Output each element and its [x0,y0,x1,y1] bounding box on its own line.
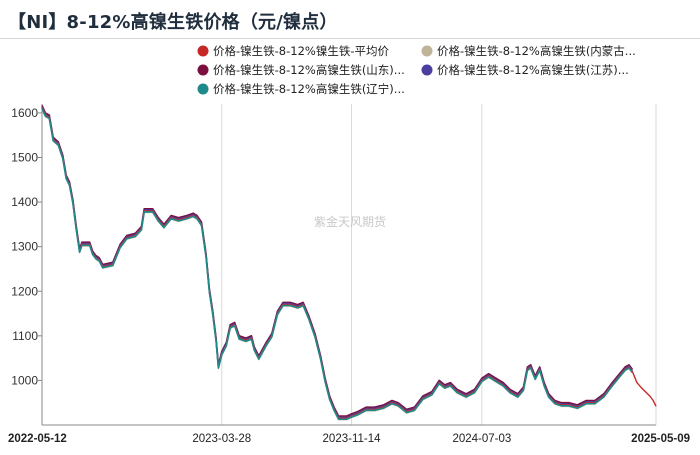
series-line-0 [41,107,633,419]
grid-lines [41,104,657,425]
legend-label-1: 价格-镍生铁-8-12%高镍生铁(内蒙古... [437,44,636,58]
y-tick-label-1300: 1300 [11,240,38,254]
x-tick-label-0: 2022-05-12 [8,433,67,445]
y-tick-label-1200: 1200 [11,284,38,298]
series-line-1 [41,108,634,421]
y-tick-label-1400: 1400 [11,195,38,209]
legend-marker-4 [197,83,209,95]
series-lines [41,104,657,421]
x-tick-label-3: 2024-07-03 [452,433,511,445]
legend-marker-3 [421,64,433,76]
legend-marker-2 [197,64,209,76]
legend-label-2: 价格-镍生铁-8-12%高镍生铁(山东)... [213,63,405,77]
watermark-text: 紫金天风期货 [314,214,386,229]
x-tick-label-4: 2025-05-09 [631,433,690,445]
series-line-0-tail [631,371,657,407]
series-line-4-overlay [41,108,633,420]
x-tick-label-1: 2023-03-28 [192,433,251,445]
y-tick-label-1100: 1100 [12,329,38,343]
legend-marker-0 [197,45,209,57]
chart-title: 【NI】8-12%高镍生铁价格（元/镍点） [8,12,338,33]
axes [41,104,656,426]
y-tick-labels: 1000 1100 1200 1300 1400 1500 1600 [11,106,42,387]
series-line-3 [41,106,634,419]
x-tick-label-2: 2023-11-14 [323,433,382,445]
y-tick-label-1000: 1000 [11,373,38,387]
legend: 价格-镍生铁-8-12%镍生铁-平均价 价格-镍生铁-8-12%高镍生铁(内蒙古.… [197,44,636,96]
legend-label-4: 价格-镍生铁-8-12%高镍生铁(辽宁)... [213,82,405,96]
y-tick-label-1500: 1500 [11,151,38,165]
legend-marker-1 [421,45,433,57]
x-tick-labels: 2022-05-12 2023-03-28 2023-11-14 2024-07-03… [8,433,690,445]
series-line-4 [41,108,634,421]
legend-label-3: 价格-镍生铁-8-12%高镍生铁(江苏)... [437,63,629,77]
y-tick-label-1600: 1600 [11,106,38,120]
legend-label-0: 价格-镍生铁-8-12%镍生铁-平均价 [213,44,389,58]
series-line-2 [41,104,634,417]
title-bar: 【NI】8-12%高镍生铁价格（元/镍点） [0,0,700,39]
